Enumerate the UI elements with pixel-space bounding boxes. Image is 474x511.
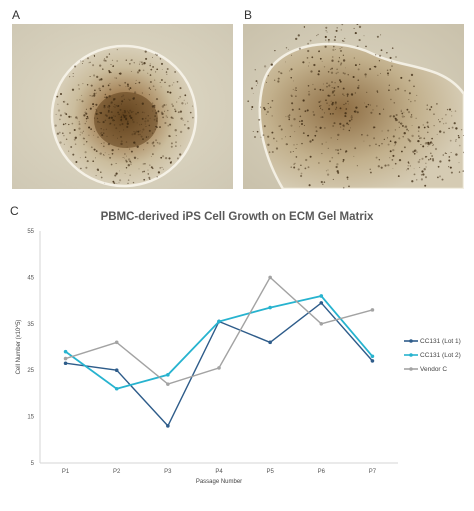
data-point xyxy=(114,340,119,345)
y-tick-label: 35 xyxy=(27,322,34,328)
legend-label-3: Vendor C xyxy=(420,366,447,373)
growth-line-chart: PBMC-derived iPS Cell Growth on ECM Gel … xyxy=(16,211,461,485)
y-axis-title: Cell Number (x10^5) xyxy=(16,320,22,375)
data-point xyxy=(114,368,119,372)
legend-marker-1 xyxy=(409,339,413,343)
data-point xyxy=(166,382,170,386)
data-point xyxy=(319,301,324,305)
legend-label-1: CC131 (Lot 1) xyxy=(420,338,461,345)
data-point xyxy=(370,308,375,312)
panel-label-c: C xyxy=(10,204,19,218)
x-tick-label: P6 xyxy=(318,469,326,475)
y-tick-label: 15 xyxy=(27,415,34,421)
legend-marker-2 xyxy=(409,353,413,357)
data-point xyxy=(166,373,170,377)
y-tick-label: 45 xyxy=(27,275,34,281)
y-tick-label: 55 xyxy=(27,229,34,235)
chart-title: PBMC-derived iPS Cell Growth on ECM Gel … xyxy=(101,211,374,223)
data-point xyxy=(268,305,272,310)
y-tick-label: 5 xyxy=(31,461,35,467)
x-tick-label: P1 xyxy=(62,469,70,475)
micrograph-b xyxy=(243,24,464,189)
data-point xyxy=(166,424,170,428)
micrograph-a xyxy=(12,24,233,189)
x-tick-label: P5 xyxy=(266,469,274,475)
data-point xyxy=(114,386,119,391)
data-point xyxy=(63,361,68,366)
y-tick-label: 25 xyxy=(27,368,34,374)
data-point xyxy=(63,356,68,361)
data-point xyxy=(268,275,272,280)
series-line-2 xyxy=(65,295,374,390)
legend-label-2: CC131 (Lot 2) xyxy=(420,352,461,359)
x-tick-label: P7 xyxy=(369,469,377,475)
data-point xyxy=(319,322,324,326)
data-point xyxy=(63,349,68,354)
data-point xyxy=(268,340,272,345)
x-axis-title: Passage Number xyxy=(196,479,242,485)
panel-label-b: B xyxy=(244,8,253,22)
x-tick-label: P3 xyxy=(164,469,172,475)
data-point xyxy=(319,294,324,298)
panel-label-a: A xyxy=(12,8,21,22)
data-point xyxy=(217,366,221,370)
data-point xyxy=(370,359,375,363)
data-point xyxy=(217,319,221,324)
x-tick-label: P4 xyxy=(215,469,223,475)
legend-marker-3 xyxy=(409,367,413,371)
data-point xyxy=(370,354,375,359)
x-tick-label: P2 xyxy=(113,469,121,475)
